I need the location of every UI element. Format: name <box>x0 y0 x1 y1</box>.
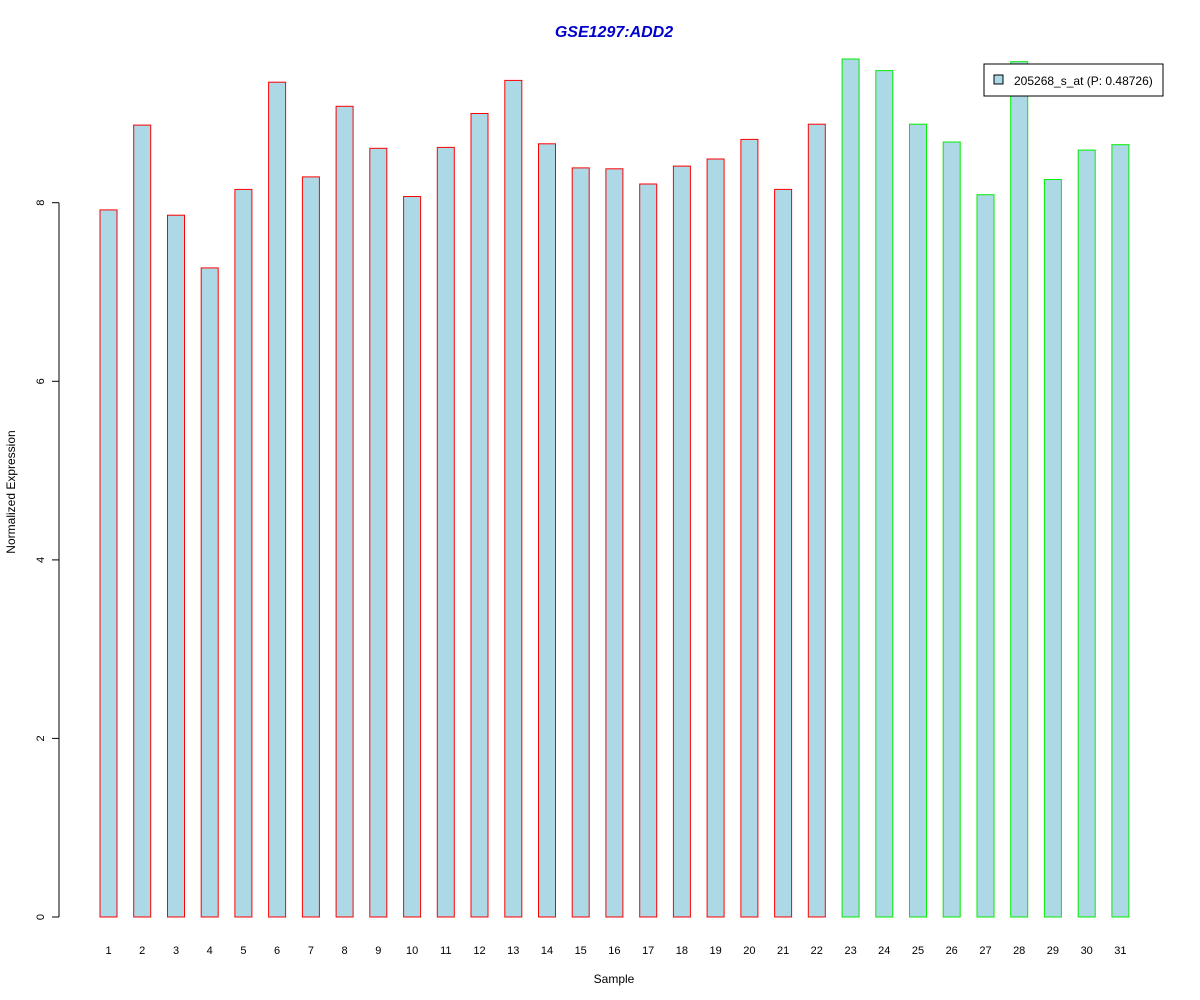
bar-sample-18 <box>672 165 691 918</box>
bar-sample-2 <box>133 124 152 918</box>
bar-sample-6 <box>268 81 287 918</box>
bar-sample-30 <box>1077 149 1096 918</box>
bar-sample-14 <box>538 143 556 918</box>
x-tick-label: 7 <box>308 945 314 957</box>
bars-group <box>99 58 1130 918</box>
bar-sample-21 <box>774 188 793 918</box>
x-tick-label: 23 <box>844 945 856 957</box>
bar-sample-13 <box>504 79 523 918</box>
x-tick-label: 4 <box>207 945 213 957</box>
bar-sample-7 <box>301 176 320 918</box>
y-tick-label: 0 <box>35 914 47 920</box>
bar-sample-10 <box>403 196 422 918</box>
bar-sample-28 <box>1010 61 1029 918</box>
y-tick-label: 8 <box>35 200 47 206</box>
bar-sample-3 <box>167 214 185 918</box>
bar-sample-4 <box>200 267 219 918</box>
bar-sample-11 <box>436 146 455 918</box>
x-axis-label: Sample <box>594 972 635 986</box>
x-tick-label: 3 <box>173 945 179 957</box>
x-tick-label: 11 <box>440 945 451 957</box>
bar-sample-27 <box>976 194 995 918</box>
bar-sample-17 <box>639 183 658 918</box>
y-tick-label: 2 <box>35 735 47 741</box>
y-axis: 0 2 4 6 8 <box>35 200 60 920</box>
bar-sample-20 <box>740 138 759 918</box>
bar-sample-29 <box>1043 179 1062 918</box>
x-tick-label: 17 <box>642 945 654 957</box>
bar-sample-1 <box>99 209 118 918</box>
bar-sample-9 <box>369 147 388 918</box>
chart-title: GSE1297:ADD2 <box>555 24 673 41</box>
legend-swatch <box>993 74 1004 85</box>
x-tick-label: 6 <box>274 945 280 957</box>
x-tick-label: 15 <box>575 945 587 957</box>
x-tick-label: 5 <box>240 945 246 957</box>
x-tick-label: 10 <box>406 945 418 957</box>
x-tick-label: 13 <box>507 945 519 957</box>
x-tick-label: 1 <box>105 945 111 957</box>
x-tick-label: 21 <box>777 945 789 957</box>
y-tick-label: 4 <box>35 557 47 563</box>
y-tick-label: 6 <box>35 378 47 384</box>
x-tick-label: 28 <box>1013 945 1025 957</box>
x-tick-label: 19 <box>709 945 721 957</box>
y-axis-label: Normalized Expression <box>4 430 18 553</box>
x-tick-label: 25 <box>912 945 924 957</box>
legend-box <box>983 63 1164 97</box>
x-tick-label: 22 <box>811 945 823 957</box>
x-tick-label: 16 <box>608 945 620 957</box>
bar-sample-25 <box>909 123 927 918</box>
bar-sample-23 <box>841 58 860 918</box>
x-tick-label: 14 <box>541 945 553 957</box>
bar-sample-8 <box>335 105 354 918</box>
x-tick-label: 20 <box>743 945 755 957</box>
bar-sample-24 <box>875 70 894 918</box>
x-tick-label: 9 <box>375 945 381 957</box>
bar-sample-22 <box>807 123 826 918</box>
x-tick-labels: 1 2 3 4 5 6 7 8 9 10 11 12 13 14 15 16 17 18 19 20 21 22 23 24 2… <box>105 945 1126 957</box>
bar-sample-26 <box>942 141 961 918</box>
bar-sample-16 <box>605 168 624 918</box>
legend-label: 205268_s_at (P: 0.48726) <box>1014 74 1153 88</box>
x-tick-label: 18 <box>676 945 688 957</box>
x-tick-label: 27 <box>979 945 991 957</box>
x-tick-label: 8 <box>342 945 348 957</box>
x-tick-label: 31 <box>1114 945 1126 957</box>
bar-sample-31 <box>1111 144 1130 918</box>
x-tick-label: 30 <box>1081 945 1093 957</box>
legend: 205268_s_at (P: 0.48726) <box>983 63 1164 97</box>
bar-sample-12 <box>470 113 489 918</box>
bar-sample-15 <box>571 167 590 918</box>
bar-sample-19 <box>706 158 725 918</box>
x-tick-label: 2 <box>139 945 145 957</box>
x-tick-label: 24 <box>878 945 890 957</box>
x-tick-label: 26 <box>946 945 958 957</box>
x-tick-label: 29 <box>1047 945 1059 957</box>
bar-sample-5 <box>234 188 253 918</box>
x-tick-label: 12 <box>473 945 485 957</box>
